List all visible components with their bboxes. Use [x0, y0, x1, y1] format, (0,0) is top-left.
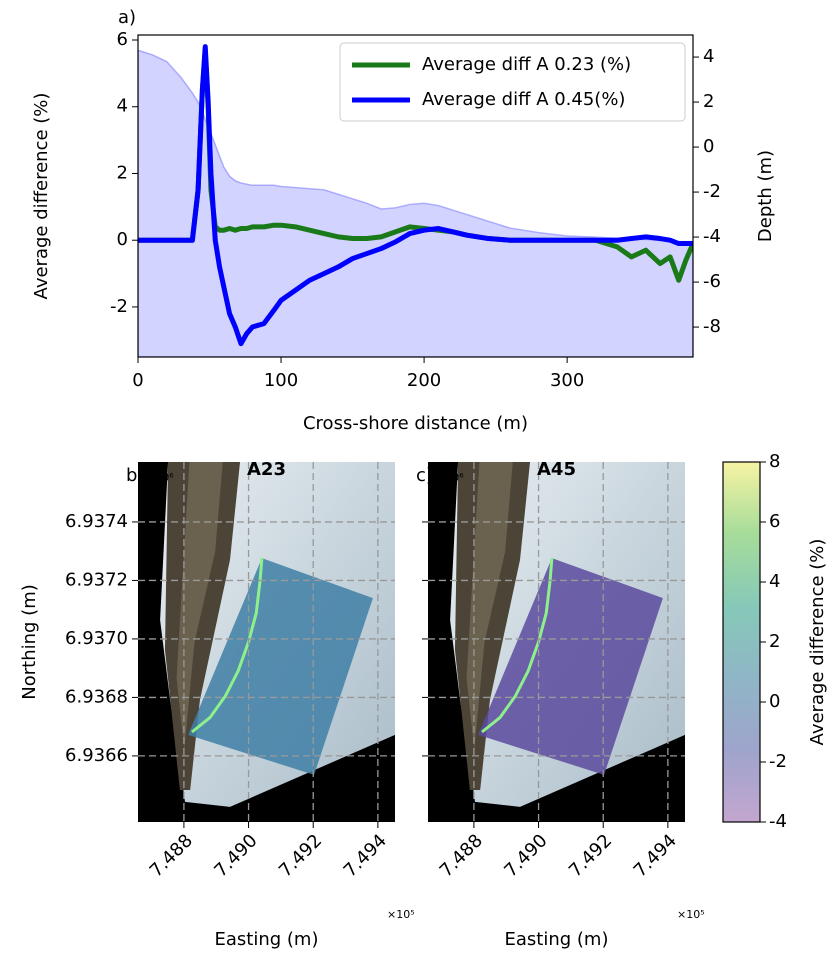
x-tick-label: 300 [550, 370, 584, 391]
x-tick-label: 7.488 [146, 830, 197, 881]
map-title: A23 [247, 459, 286, 480]
colorbar-tick-label: 6 [769, 511, 780, 532]
y2-tick-label: 2 [703, 91, 714, 112]
rock-highlights [466, 462, 513, 750]
map-area [138, 462, 395, 822]
x-tick-label: 100 [264, 370, 298, 391]
x-axis-label: Cross-shore distance (m) [303, 413, 528, 434]
legend-label: Average diff A 0.45(%) [422, 89, 625, 110]
y2-tick-label: -6 [703, 271, 721, 292]
difference-overlay [188, 558, 373, 775]
y-tick-label: 4 [117, 96, 128, 117]
colorbar-tick-label: 4 [769, 571, 780, 592]
y2-tick-label: -4 [703, 226, 721, 247]
y2-tick-label: 4 [703, 46, 714, 67]
y2-tick-label: -8 [703, 316, 721, 337]
offset-label: ×10⁶ [436, 471, 464, 484]
x-offset-label: ×10⁵ [387, 908, 415, 921]
y-tick-label: 6.9370 [65, 628, 128, 649]
legend-box [339, 42, 686, 122]
plot-area [138, 44, 693, 357]
y-tick-label: -2 [110, 296, 128, 317]
x-tick-label: 7.492 [275, 830, 326, 881]
x-tick-label: 7.494 [630, 830, 681, 881]
y-axis-label: Average difference (%) [31, 93, 52, 300]
panel-label: c) [416, 465, 433, 486]
y-tick-label: 6.9372 [65, 569, 128, 590]
offset-label: ×10⁶ [146, 471, 174, 484]
x-tick-label: 7.494 [340, 830, 391, 881]
x-offset-label: ×10⁵ [677, 908, 705, 921]
colorbar-tick-label: 8 [769, 451, 780, 472]
y-tick-label: 6.9368 [65, 686, 128, 707]
x-axis-label: Easting (m) [505, 929, 609, 950]
rock-highlights [176, 462, 223, 750]
colorbar-tick-label: -2 [769, 751, 787, 772]
colorbar-tick-label: 0 [769, 691, 780, 712]
y-tick-label: 6.9366 [65, 745, 128, 766]
x-tick-label: 200 [407, 370, 441, 391]
plot-frame [137, 34, 694, 358]
y-tick-label: 2 [117, 162, 128, 183]
colorbar-tick-label: -4 [769, 811, 787, 832]
x-tick-label: 7.490 [500, 830, 551, 881]
map-title: A45 [537, 459, 576, 480]
panel-label: b) [126, 465, 144, 486]
y2-tick-label: 0 [703, 136, 714, 157]
colorbar [722, 461, 761, 823]
ridge-line [191, 558, 264, 734]
x-tick-label: 7.490 [210, 830, 261, 881]
panel-label: a) [118, 7, 136, 28]
colorbar-tick-label: 2 [769, 631, 780, 652]
y-tick-label: 6.9374 [65, 511, 128, 532]
x-axis-label: Easting (m) [215, 929, 319, 950]
y2-tick-label: -2 [703, 181, 721, 202]
y2-axis-label: Depth (m) [755, 150, 776, 242]
y-tick-label: 0 [117, 229, 128, 250]
x-tick-label: 7.492 [565, 830, 616, 881]
legend-label: Average diff A 0.23 (%) [422, 54, 631, 75]
x-tick-label: 7.488 [436, 830, 487, 881]
colorbar-label: Average difference (%) [807, 539, 828, 746]
series-line [138, 44, 693, 347]
x-tick-label: 0 [132, 370, 143, 391]
ridge-line [481, 558, 554, 734]
difference-overlay [478, 558, 663, 775]
map-area [428, 462, 685, 822]
y-axis-label: Northing (m) [19, 584, 40, 699]
y-tick-label: 6 [117, 29, 128, 50]
